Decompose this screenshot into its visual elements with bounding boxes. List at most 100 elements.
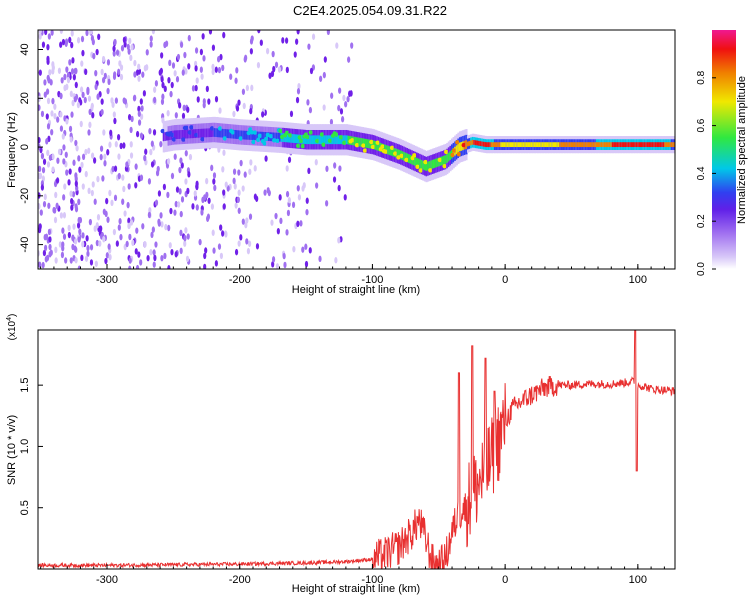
spectrogram-noise-cell [45,233,49,240]
spectrogram-noise-cell [87,147,91,154]
spectrogram-noise-cell [285,66,289,74]
spectrogram-ridge-cell [532,142,535,148]
spectrogram-noise-cell [135,264,140,269]
spectrogram-ridge-cell [540,142,543,148]
spectrogram-noise-cell [173,153,177,160]
spectrogram-noise-cell [129,152,134,159]
spectrogram-noise-cell [69,190,73,197]
spectrogram-noise-cell [301,185,305,192]
spectrogram-noise-cell [38,69,42,76]
spectrogram-ridge-cell [667,142,670,148]
spectrogram-noise-cell [175,76,180,83]
spectrogram-noise-cell [205,85,209,93]
spectrogram-noise-cell [121,174,125,181]
spectrogram-ridge-cell [277,132,280,142]
spectrogram-ridge-blob [184,125,189,131]
spectrogram-noise-cell [214,260,218,267]
spectrogram-ridge-blob [238,136,243,141]
spectrogram-noise-cell [135,227,139,234]
spectrogram-noise-cell [62,212,67,219]
spectrogram-noise-cell [74,257,78,264]
spectrogram-noise-cell [101,55,106,63]
spectrogram-noise-cell [135,69,140,76]
spectrogram-noise-cell [140,105,144,112]
spectrogram-ridge-cell [487,142,490,148]
spectrogram-ridge-cell [626,142,629,148]
spectrogram-ridge-cell [291,134,294,143]
spectrogram-ridge-cell [223,128,226,138]
spectrogram-noise-cell [169,207,173,215]
spectrogram-ridge-cell [371,140,374,149]
spectrogram-noise-cell [61,241,65,248]
spectrogram-noise-cell [85,30,89,37]
spectrogram-noise-cell [70,41,74,49]
spectrogram-noise-cell [141,223,145,230]
spectrogram-ridge-cell [616,142,619,148]
spectrogram-noise-cell [78,166,82,173]
spectrogram-noise-cell [292,245,296,253]
spectrogram-noise-cell [271,50,275,58]
spectrogram-noise-cell [99,153,103,161]
spectrogram-noise-cell [184,150,188,157]
spectrogram-noise-cell [308,106,313,114]
spectrogram-ridge-cell [368,139,371,149]
spectrogram-noise-cell [74,180,78,187]
spectrogram-noise-cell [109,129,113,137]
spectrogram-noise-cell [104,257,108,265]
spectrogram-noise-cell [314,159,318,166]
spectrogram-noise-cell [235,105,240,112]
spectrogram-ridge-blob [264,136,269,142]
spectrogram-noise-cell [207,98,211,105]
spectrogram-noise-cell [94,260,98,267]
spectrogram-ridge-cell [521,142,524,148]
figure-title: C2E4.2025.054.09.31.R22 [293,3,447,18]
spectrogram-noise-cell [139,98,143,105]
spectrogram-ridge-blob [412,153,417,158]
spectrogram-ridge-cell [321,135,325,145]
spectrogram-noise-cell [270,219,274,226]
spectrogram-noise-cell [179,229,183,237]
spectrogram-noise-cell [278,194,282,201]
spectrogram-ridge-blob [327,138,333,143]
spectrogram-noise-cell [287,197,291,204]
spectrogram-ridge-cell [165,131,169,141]
spectrogram-ridge-blob [319,132,325,137]
spectrogram-noise-cell [46,97,51,105]
x-tick-label: -100 [361,574,383,586]
spectrogram-ridge-cell [634,142,637,148]
spectrogram-ridge-cell [650,142,653,148]
spectrogram-ridge-cell [505,142,508,148]
spectrogram-ridge-blob [189,125,194,130]
spectrogram-noise-cell [117,133,121,141]
spectrogram-noise-cell [80,60,84,67]
spectrogram-noise-cell [224,181,228,188]
spectrogram-noise-cell [129,141,133,148]
spectrogram-noise-cell [87,187,91,195]
x-tick-label: -200 [229,274,251,286]
spectrogram-ridge-blob [268,133,274,139]
spectrogram-ridge-cell [304,135,307,144]
spectrogram-ridge-cell [403,151,406,161]
spectrogram-ridge-cell [253,131,256,141]
spectrogram-noise-cell [155,169,160,177]
spectrogram-ridge-cell [242,130,245,140]
spectrogram-ridge-cell [288,133,291,143]
y-tick-label: -40 [19,237,31,253]
spectrogram-ridge-cell [185,129,188,139]
spectrogram-noise-cell [53,113,57,120]
spectrogram-noise-cell [247,240,252,247]
spectrogram-noise-cell [272,65,276,73]
spectrogram-noise-cell [117,224,121,231]
spectrogram-noise-cell [164,223,168,231]
spectrogram-ridge-cell [236,130,239,139]
colorbar-ticks: 0.0 0.2 0.4 0.6 0.8 [696,70,716,276]
spectrogram-noise-cell [71,57,75,64]
spectrogram-ridge-cell [635,142,638,148]
spectrogram-ridge-blob [170,132,175,138]
spectrogram-noise-cell [241,185,245,192]
spectrogram-noise-cell [296,88,301,95]
spectrogram-noise-cell [125,240,129,248]
spectrogram-noise-cell [53,103,57,110]
spectrogram-ridge-cell [286,133,290,143]
